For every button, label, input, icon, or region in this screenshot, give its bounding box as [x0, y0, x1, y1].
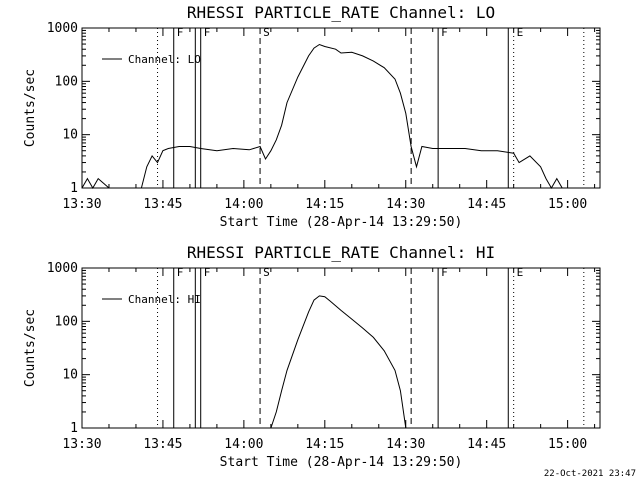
y-tick-label: 1 [70, 181, 78, 196]
event-marker-label: F [204, 266, 211, 279]
chart-panel-1: RHESSI PARTICLE_RATE Channel: HIF F S F E13:… [23, 243, 601, 470]
x-tick-label: 15:00 [548, 437, 587, 452]
series-line-channel-lo [81, 43, 563, 190]
x-axis-label: Start Time (28-Apr-14 13:29:50) [220, 215, 463, 230]
y-axis-label: Counts/sec [23, 309, 38, 387]
x-axis-label: Start Time (28-Apr-14 13:29:50) [220, 455, 463, 470]
event-marker-label: F [441, 26, 448, 39]
x-tick-label: 15:00 [548, 197, 587, 212]
y-tick-label: 100 [55, 314, 78, 329]
y-tick-label: 100 [55, 74, 78, 89]
chart-panel-0: RHESSI PARTICLE_RATE Channel: LOF F S F E13:… [23, 3, 601, 230]
x-tick-label: 14:45 [467, 197, 506, 212]
x-tick-label: 14:15 [305, 437, 344, 452]
legend-label: Channel: HI [128, 293, 201, 306]
legend-label: Channel: LO [128, 53, 201, 66]
x-tick-label: 13:45 [143, 437, 182, 452]
y-axis-label: Counts/sec [23, 69, 38, 147]
chart-title: RHESSI PARTICLE_RATE Channel: LO [187, 3, 495, 22]
y-tick-label: 1000 [47, 261, 78, 276]
plot-frame [81, 267, 601, 429]
x-tick-label: 14:30 [386, 197, 425, 212]
plot-frame [81, 27, 601, 189]
y-tick-label: 1000 [47, 21, 78, 36]
event-marker-label: F [204, 26, 211, 39]
event-marker-label: S [263, 266, 270, 279]
x-tick-label: 14:00 [224, 197, 263, 212]
event-marker-label: F [177, 266, 184, 279]
x-tick-label: 14:15 [305, 197, 344, 212]
y-tick-label: 10 [62, 128, 78, 143]
y-tick-label: 10 [62, 368, 78, 383]
x-tick-label: 13:45 [143, 197, 182, 212]
timestamp-label: 22-Oct-2021 23:47 [544, 469, 636, 479]
x-tick-label: 13:30 [62, 437, 101, 452]
chart-title: RHESSI PARTICLE_RATE Channel: HI [187, 243, 495, 262]
chart-panels: RHESSI PARTICLE_RATE Channel: LOF F S F E13:… [23, 3, 601, 470]
y-tick-label: 1 [70, 421, 78, 436]
x-tick-label: 14:45 [467, 437, 506, 452]
series-line-channel-hi [270, 295, 407, 429]
event-marker-label: S [263, 26, 270, 39]
event-marker-label: E [517, 266, 524, 279]
event-marker-label: E [517, 26, 524, 39]
x-tick-label: 14:30 [386, 437, 425, 452]
event-marker-label: F [441, 266, 448, 279]
event-marker-label: F [177, 26, 184, 39]
x-tick-label: 14:00 [224, 437, 263, 452]
x-tick-label: 13:30 [62, 197, 101, 212]
